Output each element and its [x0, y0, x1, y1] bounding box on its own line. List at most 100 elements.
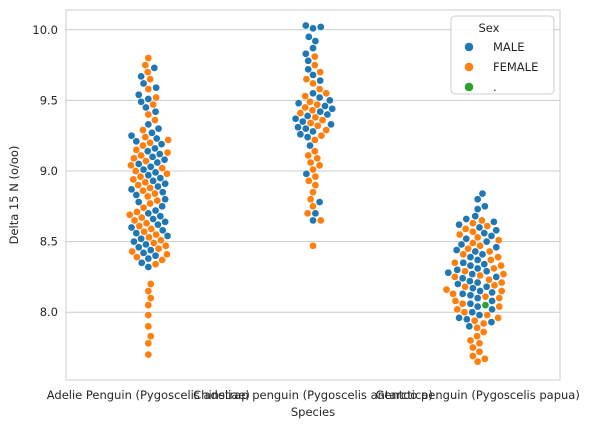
data-point-male — [301, 124, 310, 133]
data-point-female — [470, 316, 479, 325]
data-point-male — [139, 165, 148, 174]
data-point-female — [301, 103, 310, 112]
data-point-female — [139, 186, 147, 195]
data-point-female — [144, 110, 153, 119]
y-tick-label: 10.0 — [32, 23, 58, 37]
data-point-male — [469, 284, 477, 293]
data-point-male — [482, 282, 491, 291]
data-point-male — [478, 250, 487, 259]
data-point-male — [151, 206, 160, 215]
data-point-female — [163, 148, 172, 157]
data-point-male — [309, 71, 317, 79]
data-point-female — [144, 54, 153, 62]
data-point-male — [156, 174, 165, 182]
data-point-female — [149, 239, 158, 247]
data-point-male — [473, 256, 482, 264]
data-point-male — [462, 234, 471, 243]
y-tick-label: 8.5 — [40, 235, 58, 249]
data-point-male — [144, 263, 153, 271]
data-point-male — [457, 240, 466, 249]
data-point-female — [139, 203, 148, 212]
data-point-male — [143, 147, 152, 156]
data-point-male — [151, 107, 160, 116]
data-point-female — [497, 261, 505, 270]
data-point-female — [313, 154, 322, 163]
data-point-female — [494, 253, 502, 261]
data-point-male — [321, 102, 329, 110]
data-point-female — [147, 225, 156, 233]
data-point-male — [127, 131, 136, 140]
legend-label: FEMALE — [493, 60, 538, 74]
data-point-male — [304, 32, 313, 41]
data-point-male — [137, 258, 146, 267]
data-point-male — [473, 302, 482, 311]
y-tick-label: 8.0 — [40, 305, 58, 319]
data-point-female — [483, 311, 492, 319]
data-point-female — [151, 260, 160, 269]
data-point-male — [311, 37, 320, 45]
y-tick-label: 9.5 — [40, 93, 58, 107]
data-point-male — [161, 217, 169, 226]
data-point-male — [309, 89, 317, 98]
data-point-male — [154, 220, 162, 229]
data-point-male — [144, 171, 153, 180]
data-point-male — [463, 315, 471, 324]
data-point-male — [160, 155, 169, 164]
data-point-male — [488, 288, 496, 297]
data-point-male — [153, 158, 162, 167]
data-point-female — [145, 233, 153, 242]
data-point-female — [466, 336, 475, 345]
data-point-female — [313, 121, 322, 130]
data-point-female — [141, 133, 150, 141]
data-point-female — [475, 339, 484, 348]
data-point-male — [152, 134, 161, 143]
data-point-male — [487, 232, 496, 240]
data-point-female — [306, 97, 314, 106]
data-point-female — [460, 308, 469, 317]
data-point-female — [459, 250, 468, 259]
data-point-male — [459, 258, 468, 267]
data-point-male — [148, 129, 156, 137]
data-point-female — [458, 299, 467, 308]
data-point-male — [488, 297, 496, 305]
data-point-female — [133, 253, 141, 261]
data-point-female — [306, 119, 315, 127]
data-point-male — [476, 287, 484, 295]
data-point-male — [149, 215, 157, 223]
data-point-female — [142, 219, 151, 228]
data-point-male — [468, 308, 477, 317]
data-point-female — [473, 357, 482, 366]
data-point-male — [152, 83, 160, 92]
data-point-female — [152, 93, 160, 102]
data-point-female — [146, 280, 155, 288]
data-point-male — [296, 130, 305, 139]
data-point-female — [481, 292, 490, 301]
data-point-male — [482, 267, 491, 276]
data-point-female — [301, 92, 310, 100]
data-point-female — [302, 75, 311, 84]
data-point-male — [315, 198, 324, 206]
data-point-male — [316, 23, 325, 31]
data-point-female — [306, 158, 315, 167]
data-point-female — [453, 305, 462, 314]
data-point-male — [473, 205, 482, 213]
data-point-male — [134, 198, 143, 206]
data-point-male — [150, 64, 159, 72]
data-point-female — [296, 109, 305, 117]
data-point-male — [130, 237, 138, 246]
data-point-male — [481, 202, 489, 211]
data-point-female — [309, 188, 317, 197]
data-point-female — [146, 199, 154, 208]
data-point-female — [157, 236, 165, 245]
data-point-male — [325, 96, 334, 105]
data-point-female — [461, 282, 469, 291]
x-tick-label: Chinstrap penguin (Pygoscelis antarctica… — [193, 388, 433, 402]
data-point-female — [140, 227, 148, 236]
data-point-female — [449, 290, 457, 298]
data-point-male — [144, 254, 153, 263]
data-point-male — [161, 195, 169, 204]
data-point-female — [473, 323, 481, 332]
data-point-female — [144, 85, 153, 93]
legend-marker — [464, 62, 474, 72]
data-point-female — [137, 151, 145, 160]
